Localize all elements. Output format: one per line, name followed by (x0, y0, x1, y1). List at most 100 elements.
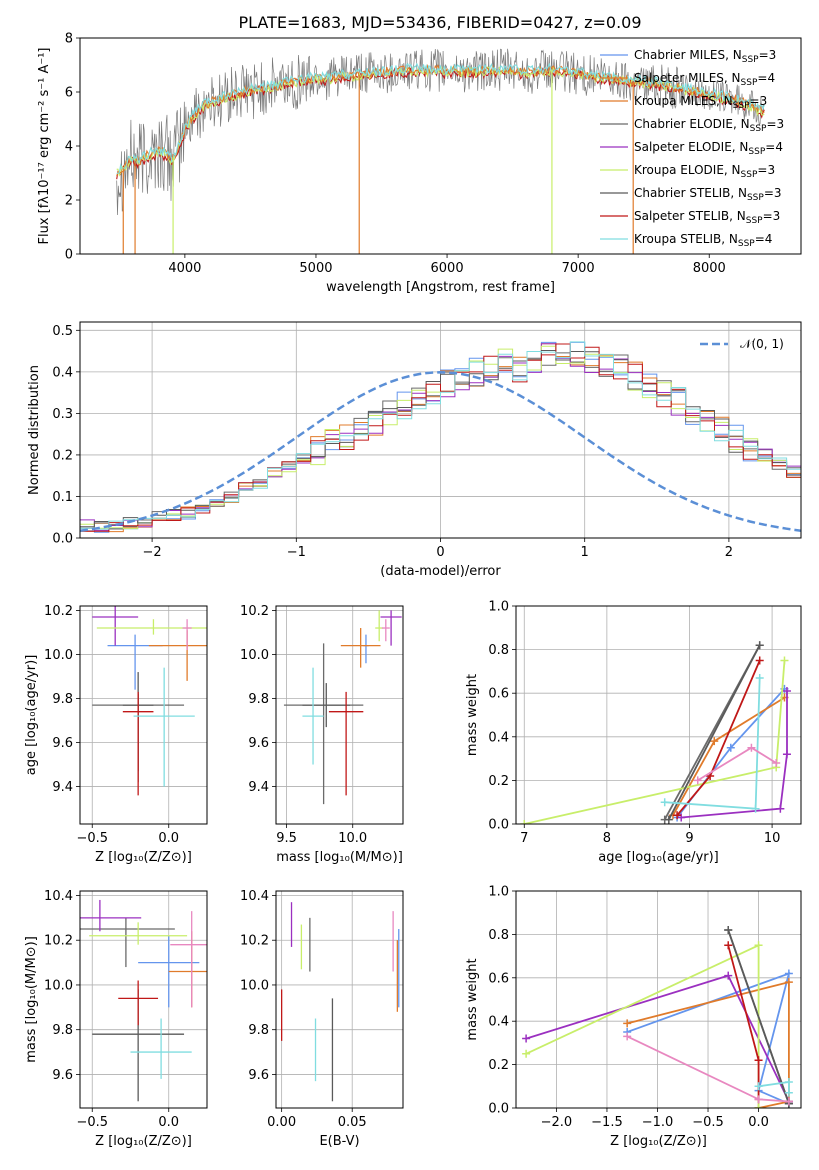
x-tick-label: −2 (143, 545, 162, 560)
x-tick-label: 0.0 (158, 831, 179, 846)
mass_weight_vs_Z-plot (522, 926, 793, 1108)
mass-weight-marker (782, 750, 791, 759)
legend-label: Kroupa STELIB, NSSP=4 (634, 232, 772, 249)
residuals-plot (80, 341, 801, 533)
mass-weight-marker (754, 1082, 763, 1091)
x-tick-label: 7000 (562, 261, 595, 276)
x-axis-label: Z [log₁₀(Z/Z⊙)] (95, 850, 192, 865)
axes-frame (79, 37, 802, 255)
y-axis-label: Flux [fλ10⁻¹⁷ erg cm⁻² s⁻¹ A⁻¹] (37, 48, 52, 245)
y-tick-label: 10.2 (240, 604, 269, 619)
mass_weight_vs_age-plot (520, 641, 791, 824)
y-tick-label: 0.0 (488, 1102, 509, 1117)
x-tick-label: −2.0 (541, 1115, 573, 1130)
x-tick-label: −1.0 (642, 1115, 674, 1130)
x-tick-label: 2 (725, 545, 733, 560)
y-tick-label: 4 (65, 140, 73, 155)
y-tick-label: 8 (65, 32, 73, 47)
legend-label-sub: SSP (741, 78, 758, 88)
legend-label-tail: =3 (757, 163, 775, 177)
mass-weight-line (524, 660, 786, 824)
y-tick-label: 10.0 (240, 648, 269, 663)
y-axis-label: age [log₁₀(age/yr)] (24, 655, 39, 776)
y-tick-label: 6 (65, 86, 73, 101)
mass-weight-marker (754, 1056, 763, 1065)
legend-label-sub: SSP (746, 216, 763, 226)
x-tick-label: 1 (581, 545, 589, 560)
legend-label: 𝒩(0, 1) (740, 337, 784, 351)
legend-label: Chabrier STELIB, NSSP=3 (634, 186, 782, 203)
y-tick-label: 9.4 (248, 780, 269, 795)
mass-weight-marker (724, 941, 733, 950)
x-tick-label: −0.5 (692, 1115, 724, 1130)
mass-weight-marker (776, 804, 785, 813)
mass-weight-marker (673, 811, 682, 820)
mass-weight-marker (784, 1088, 793, 1097)
mass-weight-marker (782, 687, 791, 696)
mass-weight-marker (664, 815, 673, 824)
mass-weight-marker (726, 743, 735, 752)
y-tick-label: 0.8 (488, 928, 509, 943)
y-tick-label: 0.3 (52, 407, 73, 422)
mass-weight-marker (784, 978, 793, 987)
legend-label-main: Salpeter STELIB, N (634, 209, 746, 223)
mass-weight-marker (754, 1095, 763, 1104)
y-tick-label: 9.6 (52, 1068, 73, 1083)
mass-weight-line (727, 945, 760, 1100)
legend-label: Kroupa MILES, NSSP=3 (634, 94, 767, 111)
y-tick-label: 0.8 (488, 643, 509, 658)
x-axis-label: wavelength [Angstrom, rest frame] (326, 280, 555, 295)
legend-label-main: Chabrier MILES, N (634, 48, 742, 62)
mass-weight-marker (693, 776, 702, 785)
mass-weight-marker (784, 969, 793, 978)
x-tick-label: 5000 (299, 261, 332, 276)
legend-label-tail: =3 (763, 209, 781, 223)
y-axis-label: mass [log₁₀(M/M⊙)] (24, 936, 39, 1063)
axes-frame (79, 605, 208, 825)
spectrum-plot (116, 48, 765, 254)
legend-label-sub: SSP (747, 193, 764, 203)
spectrum-axes: 4000 5000 6000 7000 8000 0 2 4 6 8 wavelength [Ang… (37, 32, 802, 295)
legend-label: Salpeter STELIB, NSSP=3 (634, 209, 780, 226)
legend-label-sub: SSP (738, 239, 755, 249)
y-tick-label: 0.5 (52, 324, 73, 339)
x-tick-label: 7 (520, 831, 528, 846)
mass-weight-marker (784, 1077, 793, 1086)
legend-label: Salpeter MILES, NSSP=4 (634, 71, 775, 88)
legend-label-main: Kroupa STELIB, N (634, 232, 738, 246)
x-tick-label: −0.5 (76, 831, 108, 846)
spectrum-title: PLATE=1683, MJD=53436, FIBERID=0427, z=0… (238, 13, 641, 32)
y-tick-label: 0.6 (488, 687, 509, 702)
residuals-axes: −2 −1 0 1 2 0.0 0.1 0.2 0.3 0.4 0.5 (data-model)/er… (27, 321, 802, 579)
x-tick-label: 0.0 (748, 1115, 769, 1130)
age_vs_Z-axes: −0.5 0.0 9.4 9.6 9.8 10.0 10.2 Z [log₁₀(Z/Z⊙)] a… (24, 604, 208, 865)
age_vs_mass-plot (283, 610, 402, 805)
legend-label-tail: =4 (757, 71, 775, 85)
y-tick-label: 1.0 (488, 885, 509, 900)
axes-frame (275, 890, 404, 1109)
legend-label-sub: SSP (733, 101, 750, 111)
mass-weight-marker (755, 641, 764, 650)
y-tick-label: 0.0 (52, 532, 73, 547)
mass-weight-marker (784, 1097, 793, 1106)
mass_vs_EBV-axes: 0.00 0.05 9.6 9.8 10.0 10.2 10.4 E(B-V) (240, 889, 404, 1149)
mass-weight-marker (751, 804, 760, 813)
legend-label-sub: SSP (741, 170, 758, 180)
y-tick-label: 10.4 (44, 889, 73, 904)
legend-label-tail: =3 (750, 94, 768, 108)
mass_vs_Z-axes: −0.5 0.0 9.6 9.8 10.0 10.2 10.4 Z [log₁₀(Z/Z⊙)]… (24, 889, 208, 1149)
mass-weight-marker (724, 971, 733, 980)
residual-histogram (80, 341, 801, 530)
legend-label: Kroupa ELODIE, NSSP=3 (634, 163, 775, 180)
mass-weight-marker (660, 798, 669, 807)
y-tick-label: 0.2 (488, 1058, 509, 1073)
residual-histogram (80, 343, 801, 533)
x-tick-label: 10 (764, 831, 781, 846)
legend-label-main: Kroupa MILES, N (634, 94, 733, 108)
legend-label-sub: SSP (750, 124, 767, 134)
x-axis-label: age [log₁₀(age/yr)] (598, 850, 719, 865)
mass-weight-line (626, 980, 790, 1108)
legend-label-tail: =4 (755, 232, 773, 246)
x-tick-label: 0.00 (267, 1115, 296, 1130)
